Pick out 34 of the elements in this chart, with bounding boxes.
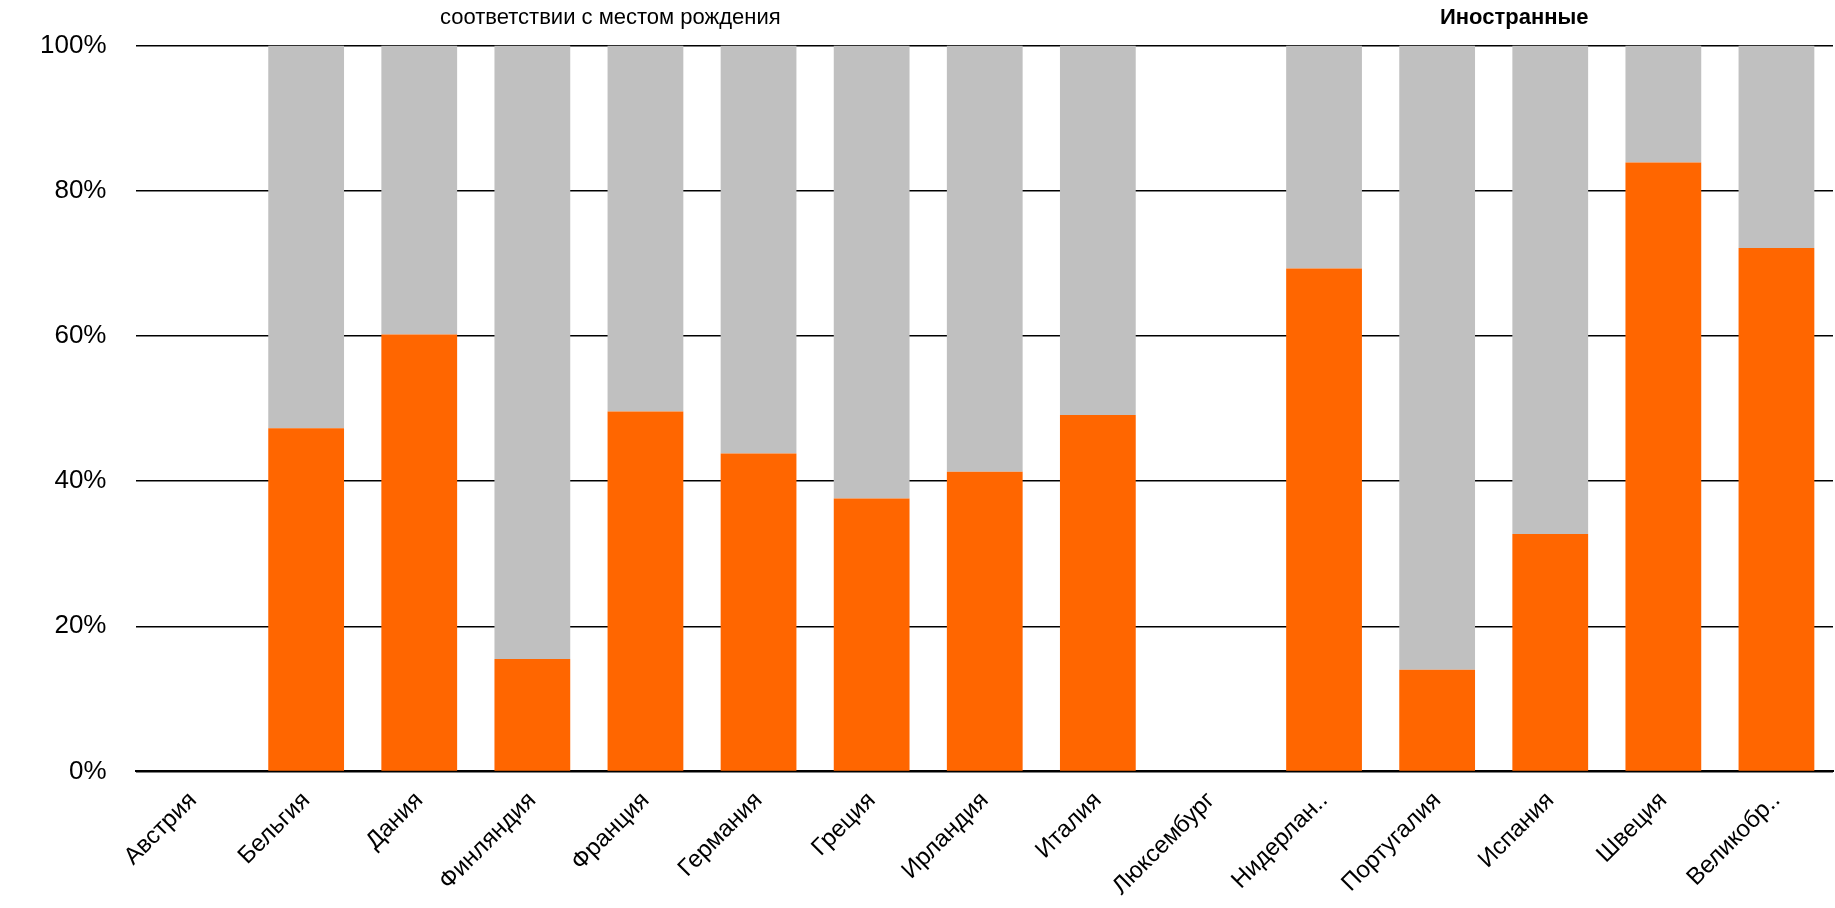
bar — [1059, 415, 1136, 771]
bar — [1625, 162, 1702, 771]
y-tick-label: 40% — [54, 464, 107, 495]
bar — [720, 45, 797, 454]
text: Иностранные — [1440, 4, 1589, 30]
bar — [1625, 45, 1702, 163]
bar — [1399, 45, 1476, 670]
bar — [946, 45, 1023, 472]
bar — [1399, 669, 1476, 771]
bar — [1738, 248, 1815, 771]
y-tick-label: 100% — [40, 28, 107, 59]
bar — [268, 45, 345, 429]
bar — [494, 658, 571, 771]
y-tick-label: 80% — [54, 173, 107, 204]
bar — [1512, 534, 1589, 771]
bar — [268, 428, 345, 771]
bar — [1286, 268, 1362, 771]
bar — [833, 45, 910, 499]
y-tick-label: 20% — [54, 609, 107, 640]
bar — [607, 411, 684, 771]
bar — [1286, 45, 1362, 269]
y-tick-label: 60% — [54, 319, 107, 350]
bar — [833, 498, 910, 771]
bar — [1512, 45, 1589, 535]
y-tick-label: 0% — [68, 754, 107, 785]
bar — [607, 45, 684, 412]
bar — [381, 334, 458, 771]
bar — [946, 471, 1023, 771]
bar — [1738, 45, 1815, 249]
bar — [381, 45, 458, 335]
bar — [720, 453, 797, 771]
bar — [494, 45, 571, 659]
text: соответствии с местом рождения — [440, 4, 781, 30]
bar — [1059, 45, 1136, 416]
